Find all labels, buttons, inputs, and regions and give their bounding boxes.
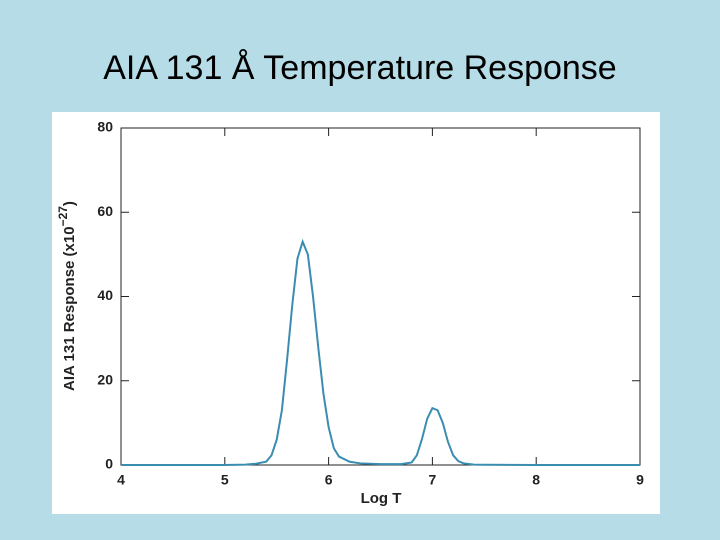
x-tick-label: 5	[221, 472, 229, 488]
y-label-exponent: −27	[56, 206, 70, 227]
x-axis-label: Log T	[361, 490, 402, 507]
y-tick-label: 0	[105, 456, 113, 472]
y-tick-label: 60	[97, 203, 113, 219]
y-label-closing: )	[61, 201, 78, 206]
y-tick-label: 20	[97, 371, 113, 387]
y-label-text: AIA 131 Response (x10	[61, 226, 78, 391]
x-tick-label: 4	[117, 472, 125, 488]
chart-panel	[52, 112, 660, 514]
x-tick-label: 7	[429, 472, 437, 488]
x-tick-label: 9	[636, 472, 644, 488]
slide-title: AIA 131 Å Temperature Response	[103, 49, 616, 87]
y-tick-label: 80	[97, 119, 113, 135]
x-tick-label: 6	[325, 472, 333, 488]
y-tick-label: 40	[97, 287, 113, 303]
data-line	[121, 238, 640, 466]
y-axis-label: AIA 131 Response (x10−27)	[56, 201, 78, 391]
x-tick-label: 8	[532, 472, 540, 488]
